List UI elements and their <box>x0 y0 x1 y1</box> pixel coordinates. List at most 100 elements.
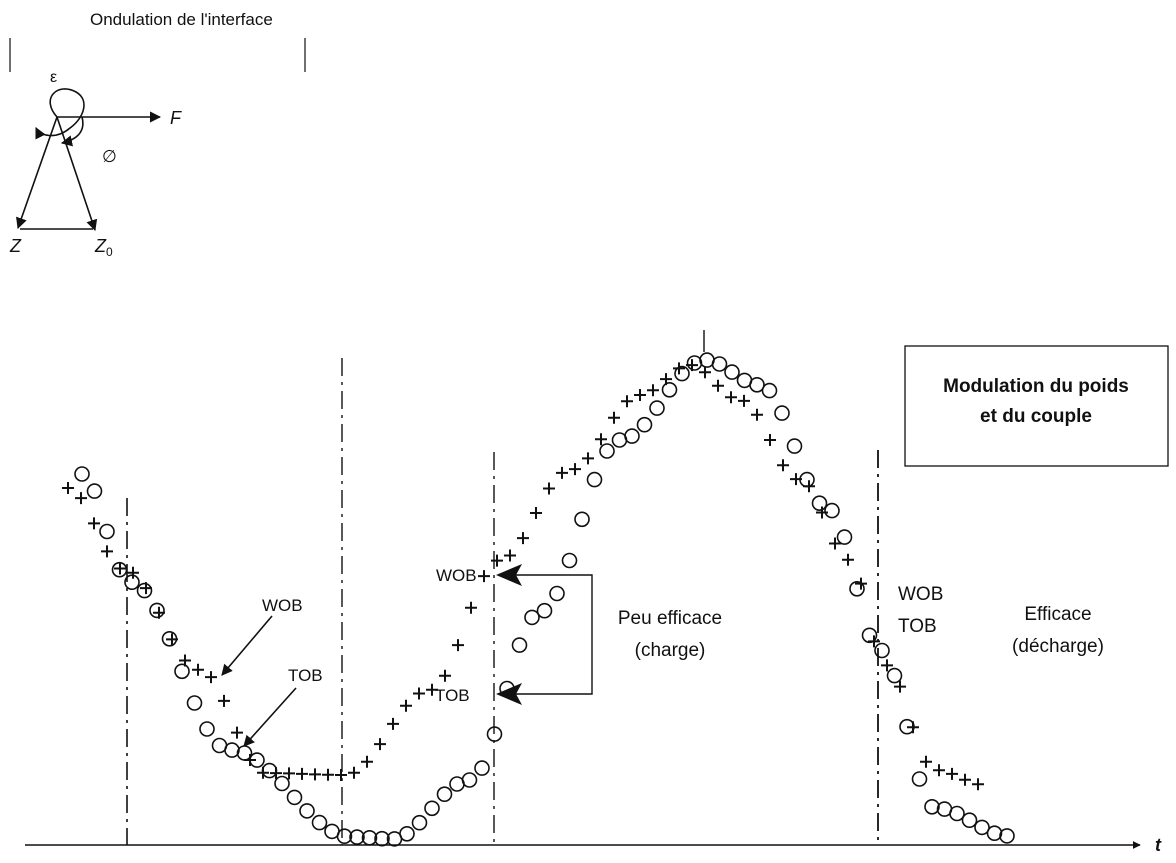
wob-marker <box>946 767 958 780</box>
tob-marker <box>886 667 903 684</box>
wob-marker <box>673 362 685 375</box>
wob-marker <box>270 767 282 780</box>
tob-marker <box>274 775 290 792</box>
wob-label-left: WOB <box>262 596 303 615</box>
wob-marker <box>634 389 646 401</box>
wob-marker <box>803 480 815 493</box>
tob-marker <box>286 789 303 806</box>
wob-marker <box>530 507 542 519</box>
wob-marker <box>140 582 152 595</box>
tob-marker <box>524 609 540 626</box>
wob-marker <box>738 394 750 407</box>
wob-marker <box>439 669 451 682</box>
wob-marker <box>699 366 711 379</box>
tob-marker <box>749 376 765 393</box>
tob-marker <box>424 800 440 817</box>
phasor-title: Ondulation de l'interface <box>90 10 273 29</box>
wob-marker <box>179 654 191 667</box>
tob-marker <box>974 819 990 836</box>
tob-marker <box>661 381 678 398</box>
tob-marker <box>686 355 703 371</box>
wob-marker <box>894 680 906 693</box>
tob-marker <box>361 829 378 846</box>
efficace-line-2: (décharge) <box>1012 636 1104 657</box>
tob-marker <box>786 438 803 454</box>
wob-marker <box>75 492 87 505</box>
tob-marker <box>374 830 390 847</box>
tob-marker <box>711 356 728 372</box>
wob-marker <box>244 754 256 766</box>
tob-marker <box>224 742 240 758</box>
wob-marker <box>101 545 113 558</box>
tob-marker <box>911 771 928 787</box>
wob-marker <box>127 566 139 579</box>
wob-marker <box>569 463 581 476</box>
force-label: F <box>170 108 182 128</box>
wob-marker <box>829 537 841 550</box>
tob-marker <box>999 828 1015 844</box>
tob-marker <box>74 466 90 482</box>
wob-marker <box>647 384 659 397</box>
wob-label-middle: WOB <box>436 566 477 585</box>
z0-vector <box>56 116 98 232</box>
tob-label-left: TOB <box>288 666 323 685</box>
tob-marker <box>186 695 203 711</box>
wob-marker <box>88 517 100 530</box>
wob-marker <box>907 721 919 734</box>
tob-marker <box>549 585 565 602</box>
wob-marker <box>452 639 464 652</box>
wob-marker <box>400 699 412 712</box>
tob-marker <box>311 814 328 831</box>
tob-marker <box>836 529 853 545</box>
tob-marker <box>511 637 528 653</box>
wob-marker <box>205 671 217 684</box>
wob-marker <box>296 767 308 780</box>
tob-marker <box>824 502 840 519</box>
tob-marker <box>336 828 353 845</box>
tob-marker <box>586 471 603 488</box>
wob-marker <box>387 717 399 730</box>
z-label: Z <box>9 236 22 256</box>
wob-series <box>62 359 984 791</box>
tob-marker <box>624 428 640 444</box>
tob-label-middle: TOB <box>435 686 470 705</box>
wob-marker <box>608 411 620 424</box>
tob-marker <box>99 523 115 540</box>
z0-subscript: 0 <box>106 245 113 259</box>
wob-label-right: WOB <box>898 584 943 605</box>
wob-marker <box>218 694 230 707</box>
phi-label: ∅ <box>102 147 117 166</box>
wob-marker <box>413 687 425 700</box>
wob-marker <box>153 606 165 619</box>
tob-marker <box>399 825 415 842</box>
wob-marker <box>959 773 971 786</box>
waveform-diagram: t Modulation du poids et du couple WOB T… <box>25 330 1169 855</box>
wob-marker <box>374 738 386 751</box>
tob-marker <box>261 762 278 779</box>
wob-marker <box>491 554 503 567</box>
wob-marker <box>972 778 984 791</box>
tob-marker <box>199 721 215 737</box>
wob-marker <box>166 633 178 646</box>
wob-arrow-left <box>221 615 273 676</box>
tob-marker <box>86 483 103 499</box>
wob-marker <box>283 767 295 780</box>
tob-marker <box>411 814 428 831</box>
wob-marker <box>348 766 360 779</box>
wob-marker <box>582 452 594 465</box>
z-vector <box>16 116 58 230</box>
tob-arrow-left <box>243 687 297 747</box>
phasor-diagram: Ondulation de l'interface ε F ∅ Z Z0 <box>9 10 306 259</box>
epsilon-arc <box>35 88 85 140</box>
z0-label: Z0 <box>94 236 113 259</box>
wob-marker <box>478 570 490 583</box>
wob-marker <box>114 562 126 575</box>
wob-arrowhead-middle <box>496 564 522 586</box>
tob-marker <box>849 580 865 597</box>
tob-marker <box>474 760 490 776</box>
tob-marker <box>761 382 778 399</box>
tob-marker <box>649 400 665 416</box>
tob-marker <box>461 772 478 788</box>
legend-line-2: et du couple <box>980 406 1092 427</box>
wob-marker <box>335 769 347 781</box>
